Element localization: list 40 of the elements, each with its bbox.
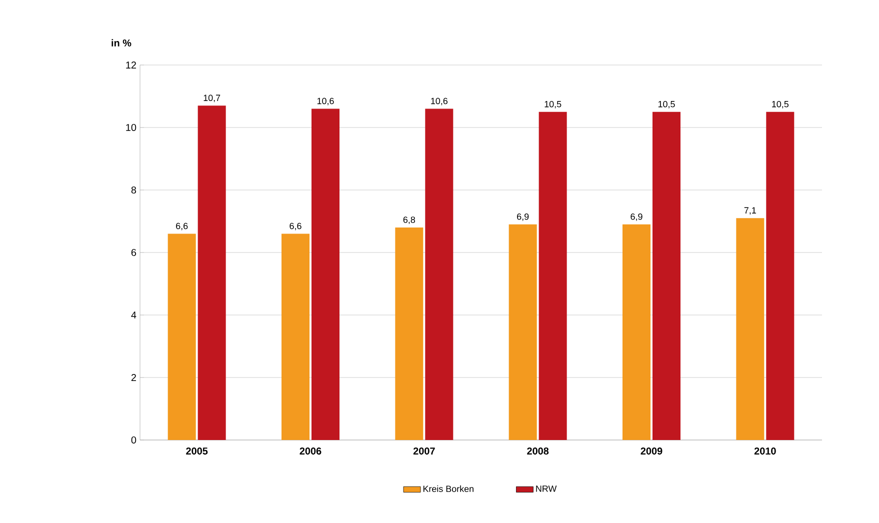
x-tick-label: 2005 [186, 448, 208, 455]
bar [198, 106, 226, 440]
y-tick-label: 0 [131, 436, 136, 444]
y-tick-label: 10 [126, 124, 136, 132]
bar [622, 224, 651, 440]
data-label: 6,9 [517, 213, 529, 221]
bar [311, 108, 340, 440]
y-tick-label: 4 [131, 312, 136, 318]
data-label: 10,5 [658, 100, 675, 108]
x-tick-label: 2008 [527, 448, 549, 455]
x-tick-label: 2009 [640, 448, 662, 455]
x-tick-label: 2006 [300, 448, 322, 455]
data-label: 7,1 [744, 207, 756, 215]
x-tick-label: 2010 [754, 448, 776, 455]
data-label: 10,6 [317, 98, 334, 106]
bar [766, 112, 794, 440]
y-tick-label: 6 [131, 248, 136, 256]
y-axis-title: in % [112, 39, 132, 46]
data-label: 10,5 [772, 100, 789, 108]
data-label: 6,8 [403, 216, 416, 224]
bar [538, 112, 567, 440]
bar [508, 224, 537, 440]
data-label: 6,6 [176, 222, 188, 230]
bar [652, 112, 680, 440]
bar [395, 227, 424, 440]
bar [425, 108, 454, 440]
legend-label: NRW [536, 486, 557, 492]
bar [282, 234, 310, 440]
y-tick-label: 12 [126, 62, 136, 68]
x-tick-label: 2007 [413, 448, 435, 455]
bar [736, 218, 764, 440]
data-label: 6,6 [290, 222, 302, 230]
legend-label: Kreis Borken [423, 485, 474, 492]
data-label: 10,7 [204, 94, 220, 102]
y-tick-label: 8 [131, 186, 136, 194]
y-tick-label: 2 [131, 374, 136, 381]
data-label: 6,9 [630, 213, 642, 221]
data-label: 10,6 [431, 98, 448, 106]
data-label: 10,5 [544, 100, 562, 108]
bar [168, 234, 196, 440]
